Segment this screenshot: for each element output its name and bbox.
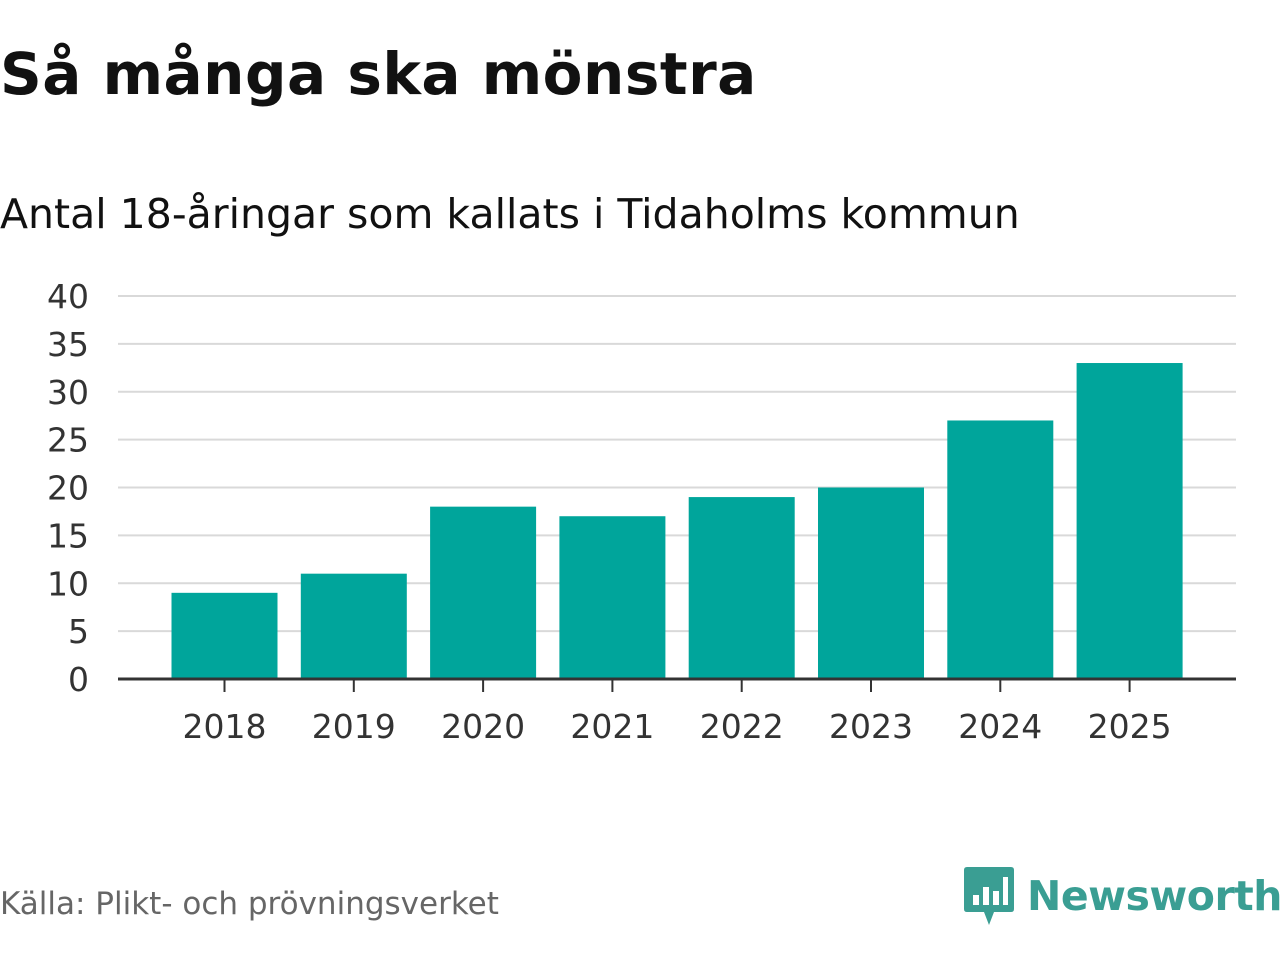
y-tick-label: 0: [68, 660, 89, 699]
y-tick-label: 35: [47, 325, 89, 364]
x-tick-label: 2018: [183, 707, 267, 746]
y-tick-label: 25: [47, 421, 89, 460]
y-tick-label: 5: [68, 612, 89, 651]
x-tick-label: 2019: [312, 707, 396, 746]
bar-2024: [947, 420, 1054, 679]
x-tick-label: 2024: [958, 707, 1042, 746]
bar-2021: [559, 516, 666, 679]
bar-2020: [430, 506, 537, 679]
chart-subtitle: Antal 18-åringar som kallats i Tidaholms…: [0, 190, 1020, 238]
y-tick-label: 10: [47, 564, 89, 603]
brand-name: Newsworthy: [1027, 872, 1280, 920]
x-tick-label: 2020: [441, 707, 525, 746]
bar-2023: [818, 487, 924, 679]
bar-2025: [1076, 363, 1183, 679]
y-tick-label: 30: [47, 373, 89, 412]
source-note: Källa: Plikt- och prövningsverket: [0, 886, 499, 922]
x-tick-label: 2022: [700, 707, 784, 746]
y-tick-label: 20: [47, 469, 89, 508]
y-tick-label: 15: [47, 516, 89, 555]
bar-2022: [688, 497, 795, 679]
newsworthy-logo-icon: [964, 867, 1014, 925]
bar-2019: [300, 573, 407, 679]
x-tick-label: 2021: [570, 707, 654, 746]
bar-2018: [171, 592, 278, 679]
x-tick-label: 2025: [1088, 707, 1172, 746]
newsworthy-logo: Newsworthy: [963, 864, 1280, 928]
y-tick-label: 40: [47, 277, 89, 316]
chart-title: Så många ska mönstra: [0, 40, 757, 108]
x-tick-label: 2023: [829, 707, 913, 746]
